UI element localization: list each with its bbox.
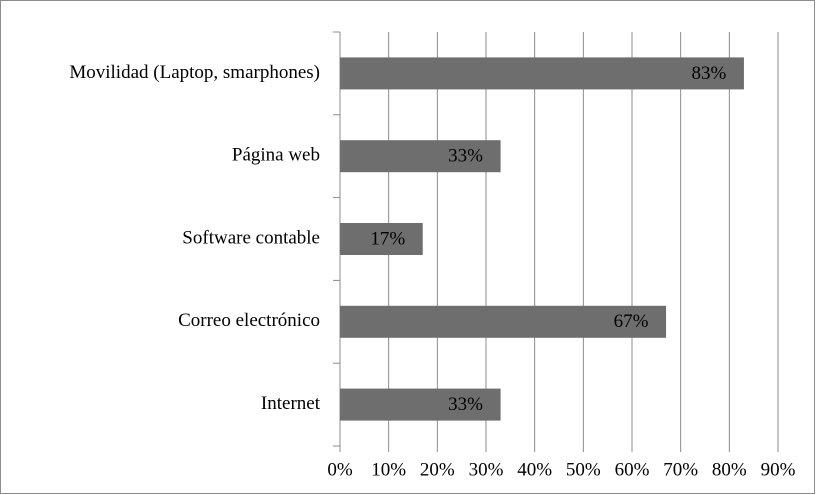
- data-label: 67%: [614, 311, 649, 332]
- y-tick-label: Correo electrónico: [178, 310, 320, 331]
- y-tick-label: Internet: [261, 393, 321, 414]
- data-label: 83%: [692, 63, 727, 84]
- bar: [340, 388, 501, 421]
- x-tick-label: 20%: [420, 459, 455, 480]
- data-label: 17%: [370, 228, 405, 249]
- x-tick-label: 80%: [712, 459, 747, 480]
- x-tick-label: 90%: [761, 459, 796, 480]
- data-label: 33%: [448, 394, 483, 415]
- y-tick-label: Software contable: [182, 227, 320, 248]
- y-tick-label: Movilidad (Laptop, smarphones): [69, 62, 320, 83]
- x-tick-label: 70%: [663, 459, 698, 480]
- bar: [340, 305, 667, 338]
- x-tick-label: 30%: [469, 459, 504, 480]
- y-tick-label: Página web: [232, 145, 320, 166]
- x-tick-label: 40%: [517, 459, 552, 480]
- bar: [340, 57, 744, 90]
- x-tick-label: 10%: [371, 459, 406, 480]
- x-tick-label: 0%: [327, 459, 353, 480]
- bar: [340, 140, 501, 173]
- x-tick-label: 60%: [615, 459, 650, 480]
- data-label: 33%: [448, 146, 483, 167]
- x-tick-label: 50%: [566, 459, 601, 480]
- bar: [340, 223, 423, 255]
